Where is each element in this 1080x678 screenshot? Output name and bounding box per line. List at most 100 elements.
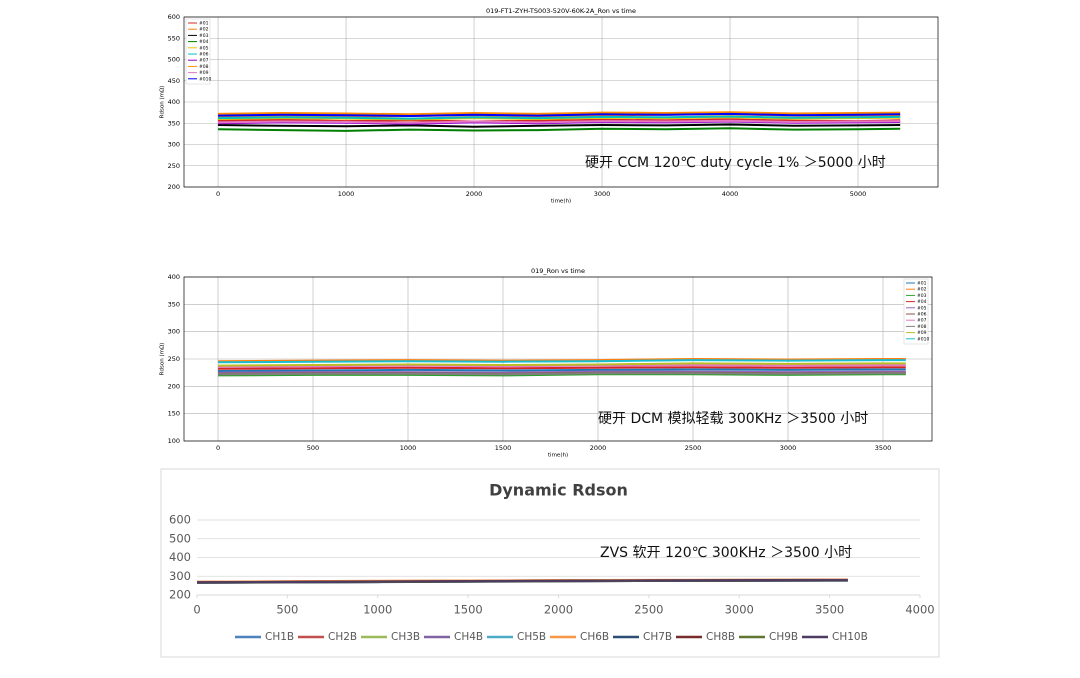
legend-label: CH5B	[517, 631, 546, 643]
y-tick-label: 450	[168, 77, 180, 85]
series-line	[217, 111, 901, 116]
y-tick-label: 250	[168, 355, 180, 363]
series-line	[217, 112, 901, 118]
series-line	[217, 119, 901, 124]
x-tick-label: 1000	[363, 603, 392, 617]
x-tick-label: 2000	[590, 444, 607, 452]
legend-label: #010	[917, 336, 929, 342]
series-line	[217, 359, 906, 364]
legend-label: #01	[917, 281, 927, 287]
y-tick-label: 300	[168, 328, 180, 336]
legend-label: CH1B	[265, 631, 294, 643]
x-tick-label: 5000	[850, 190, 867, 198]
legend-label: #07	[917, 318, 927, 324]
series-line	[217, 362, 906, 367]
legend-label: #02	[917, 287, 927, 293]
plot-frame	[183, 16, 939, 188]
legend-label: #010	[199, 76, 211, 82]
annotation: ZVS 软开 120℃ 300KHz ＞3500 小时	[600, 545, 852, 561]
legend-box	[903, 278, 929, 345]
legend-label: #04	[917, 299, 927, 305]
legend-label: #08	[199, 64, 209, 70]
chart-title: 019-FT1-ZYH-TS003-520V-60K-2A_Ron vs tim…	[486, 7, 636, 15]
x-tick-label: 0	[193, 603, 200, 617]
series-line	[196, 579, 848, 584]
series-line	[217, 363, 906, 368]
y-tick-label: 500	[169, 531, 191, 545]
y-tick-label: 400	[169, 550, 191, 564]
legend-label: #04	[199, 39, 209, 45]
y-tick-label: 600	[168, 13, 180, 21]
legend-label: #02	[199, 27, 209, 33]
series-line	[217, 373, 906, 377]
x-tick-label: 3500	[875, 444, 892, 452]
series-line	[217, 115, 901, 120]
x-tick-label: 1000	[338, 190, 355, 198]
legend-label: #08	[917, 324, 927, 330]
legend-label: CH4B	[454, 631, 483, 643]
x-tick-label: 2000	[544, 603, 573, 617]
x-tick-label: 2500	[685, 444, 702, 452]
legend-label: #09	[917, 330, 927, 336]
series-line	[217, 123, 901, 128]
x-axis-label: time(h)	[551, 199, 571, 205]
chart-title: Dynamic Rdson	[489, 481, 628, 500]
legend-label: CH7B	[643, 631, 672, 643]
annotation: 硬开 DCM 模拟轻载 300KHz ＞3500 小时	[598, 411, 868, 427]
y-tick-label: 400	[168, 98, 180, 106]
chart-title: 019_Ron vs time	[531, 267, 585, 275]
y-axis-label: Rdson (mΩ)	[160, 86, 166, 119]
chart-frame	[160, 468, 940, 658]
annotation: 硬开 CCM 120℃ duty cycle 1% ＞5000 小时	[585, 155, 886, 171]
series-line	[217, 366, 906, 370]
y-tick-label: 550	[168, 34, 180, 42]
y-tick-label: 200	[169, 588, 191, 602]
y-tick-label: 350	[168, 300, 180, 308]
legend-label: #09	[199, 70, 209, 76]
legend-label: CH10B	[832, 631, 868, 643]
legend-label: #01	[199, 21, 209, 27]
x-tick-label: 500	[307, 444, 319, 452]
x-tick-label: 0	[216, 190, 220, 198]
x-tick-label: 4000	[905, 603, 934, 617]
y-tick-label: 300	[169, 569, 191, 583]
legend-label: #06	[917, 312, 927, 318]
y-tick-label: 150	[168, 410, 180, 418]
x-tick-label: 4000	[722, 190, 739, 198]
series-line	[217, 368, 906, 372]
x-tick-label: 3000	[780, 444, 797, 452]
legend-label: CH3B	[391, 631, 420, 643]
legend-label: #03	[199, 33, 209, 39]
series-line	[217, 127, 901, 132]
series-line	[217, 357, 906, 363]
y-tick-label: 350	[168, 119, 180, 127]
legend-label: #05	[199, 45, 209, 51]
series-line	[217, 372, 906, 376]
legend-label: #07	[199, 58, 209, 64]
x-tick-label: 1500	[495, 444, 512, 452]
plot-frame	[183, 276, 933, 442]
y-tick-label: 250	[168, 162, 180, 170]
y-tick-label: 600	[169, 513, 191, 527]
x-tick-label: 1500	[453, 603, 482, 617]
x-tick-label: 1000	[400, 444, 417, 452]
x-tick-label: 3000	[594, 190, 611, 198]
legend-label: #03	[917, 293, 927, 299]
legend-label: #05	[917, 305, 927, 311]
x-tick-label: 3500	[815, 603, 844, 617]
x-tick-label: 2000	[466, 190, 483, 198]
y-axis-label: Rdson (mΩ)	[160, 343, 166, 376]
legend-label: #06	[199, 52, 209, 58]
legend-label: CH2B	[328, 631, 357, 643]
x-tick-label: 3000	[725, 603, 754, 617]
y-tick-label: 400	[168, 273, 180, 281]
y-tick-label: 200	[168, 183, 180, 191]
y-tick-label: 200	[168, 382, 180, 390]
legend-box	[185, 18, 211, 85]
x-tick-label: 500	[276, 603, 298, 617]
y-tick-label: 500	[168, 56, 180, 64]
series-line	[217, 370, 906, 374]
y-tick-label: 300	[168, 141, 180, 149]
